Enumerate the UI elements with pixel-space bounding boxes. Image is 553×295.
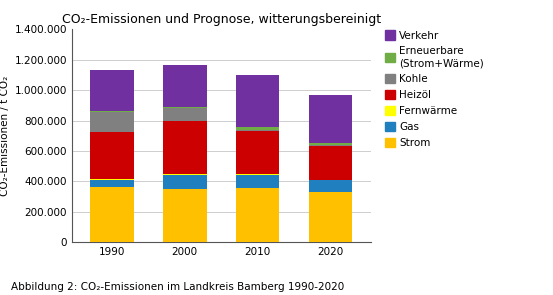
Bar bbox=[236, 175, 279, 188]
Bar bbox=[309, 143, 352, 145]
Bar bbox=[90, 112, 134, 132]
Bar bbox=[90, 132, 134, 179]
Bar bbox=[236, 127, 279, 130]
Bar bbox=[163, 107, 207, 108]
Bar bbox=[236, 174, 279, 175]
Legend: Verkehr, Erneuerbare
(Strom+Wärme), Kohle, Heizöl, Fernwärme, Gas, Strom: Verkehr, Erneuerbare (Strom+Wärme), Kohl… bbox=[385, 30, 484, 148]
Bar bbox=[90, 71, 134, 112]
Bar bbox=[236, 131, 279, 174]
Bar bbox=[90, 187, 134, 242]
Bar bbox=[309, 180, 352, 181]
Bar bbox=[163, 121, 207, 174]
Bar bbox=[309, 145, 352, 146]
Bar bbox=[309, 146, 352, 180]
Bar bbox=[309, 96, 352, 143]
Title: CO₂-Emissionen und Prognose, witterungsbereinigt: CO₂-Emissionen und Prognose, witterungsb… bbox=[61, 13, 381, 26]
Bar bbox=[309, 192, 352, 242]
Bar bbox=[163, 189, 207, 242]
Text: Abbildung 2: CO₂-Emissionen im Landkreis Bamberg 1990-2020: Abbildung 2: CO₂-Emissionen im Landkreis… bbox=[11, 282, 345, 292]
Bar bbox=[236, 130, 279, 131]
Bar bbox=[90, 180, 134, 187]
Y-axis label: CO₂-Emissionen / t CO₂: CO₂-Emissionen / t CO₂ bbox=[1, 76, 11, 196]
Bar bbox=[163, 108, 207, 121]
Bar bbox=[236, 188, 279, 242]
Bar bbox=[163, 175, 207, 189]
Bar bbox=[90, 179, 134, 180]
Bar bbox=[163, 174, 207, 175]
Bar bbox=[163, 65, 207, 107]
Bar bbox=[309, 181, 352, 192]
Bar bbox=[236, 75, 279, 127]
